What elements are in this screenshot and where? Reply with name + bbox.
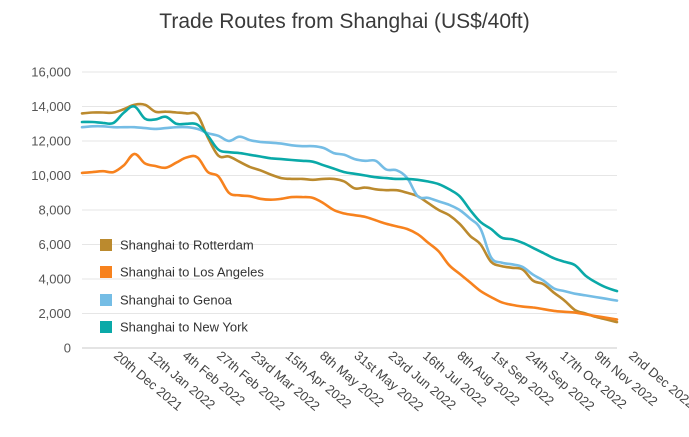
series-line-4 [80,105,619,293]
series-line-3 [80,124,619,302]
legend-swatch [100,294,112,306]
y-tick-label: 12,000 [31,134,71,149]
y-tick-label: 8,000 [38,203,71,218]
y-tick-label: 16,000 [31,65,71,80]
series-line-2 [80,152,619,321]
y-tick-label: 2,000 [38,306,71,321]
y-tick-label: 10,000 [31,168,71,183]
y-tick-label: 6,000 [38,237,71,252]
legend-label: Shanghai to New York [120,320,248,335]
legend-swatch [100,321,112,333]
legend-label: Shanghai to Genoa [120,293,233,308]
y-axis-tick-labels: 0 2,000 4,000 6,000 8,000 10,000 12,000 14,000 1… [31,65,71,356]
series-line-1 [80,102,619,324]
y-tick-label: 14,000 [31,99,71,114]
series-lines [80,102,619,324]
legend-swatch [100,266,112,278]
legend: Shanghai to Rotterdam Shanghai to Los Ang… [100,238,264,335]
legend-label: Shanghai to Los Angeles [120,265,264,280]
y-tick-label: 0 [64,341,71,356]
legend-label: Shanghai to Rotterdam [120,238,254,253]
legend-swatch [100,239,112,251]
y-tick-label: 4,000 [38,272,71,287]
chart-title: Trade Routes from Shanghai (US$/40ft) [159,10,530,33]
